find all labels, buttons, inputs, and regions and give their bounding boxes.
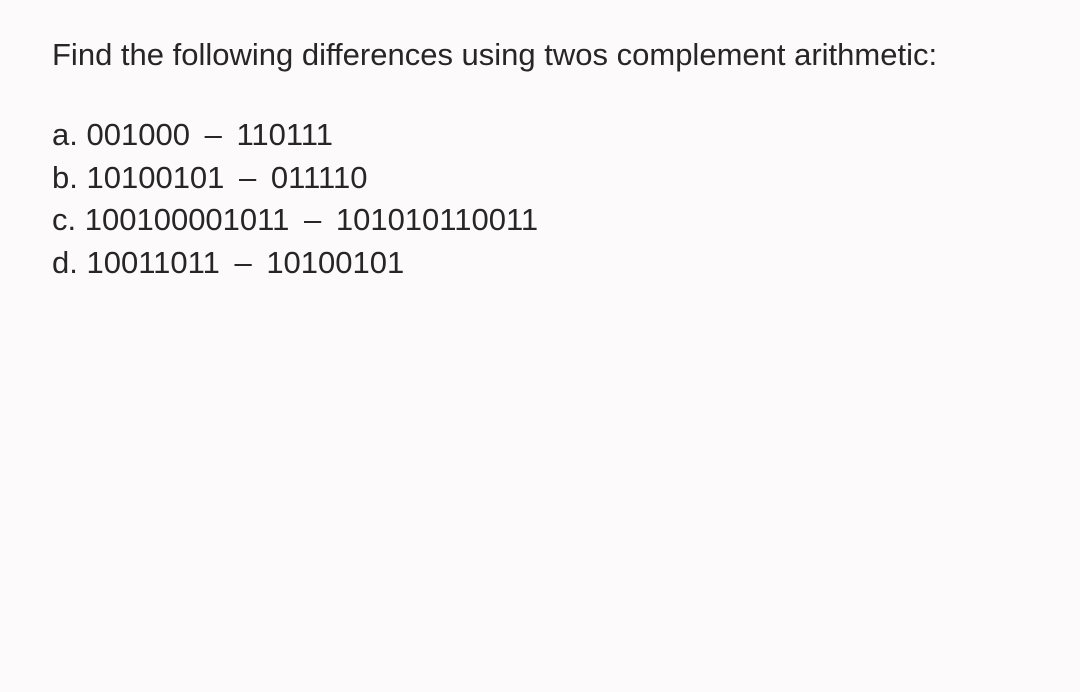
item-minuend: 001000 bbox=[86, 117, 189, 152]
question-page: Find the following differences using two… bbox=[0, 0, 1080, 692]
item-subtrahend: 10100101 bbox=[266, 245, 404, 280]
item-a: a. 001000 – 110111 bbox=[52, 114, 1028, 157]
item-label: d. bbox=[52, 245, 78, 280]
minus-sign: – bbox=[239, 157, 256, 200]
minus-sign: – bbox=[304, 199, 321, 242]
item-minuend: 10100101 bbox=[86, 160, 224, 195]
item-subtrahend: 011110 bbox=[271, 160, 368, 195]
question-items: a. 001000 – 110111 b. 10100101 – 011110 … bbox=[52, 114, 1028, 285]
item-minuend: 100100001011 bbox=[85, 202, 290, 237]
question-prompt: Find the following differences using two… bbox=[52, 34, 1012, 76]
item-minuend: 10011011 bbox=[86, 245, 219, 280]
item-subtrahend: 101010110011 bbox=[336, 202, 538, 237]
item-subtrahend: 110111 bbox=[236, 117, 333, 152]
minus-sign: – bbox=[234, 242, 251, 285]
item-label: b. bbox=[52, 160, 78, 195]
item-label: c. bbox=[52, 202, 76, 237]
item-c: c. 100100001011 – 101010110011 bbox=[52, 199, 1028, 242]
item-b: b. 10100101 – 011110 bbox=[52, 157, 1028, 200]
item-d: d. 10011011 – 10100101 bbox=[52, 242, 1028, 285]
minus-sign: – bbox=[205, 114, 222, 157]
item-label: a. bbox=[52, 117, 78, 152]
